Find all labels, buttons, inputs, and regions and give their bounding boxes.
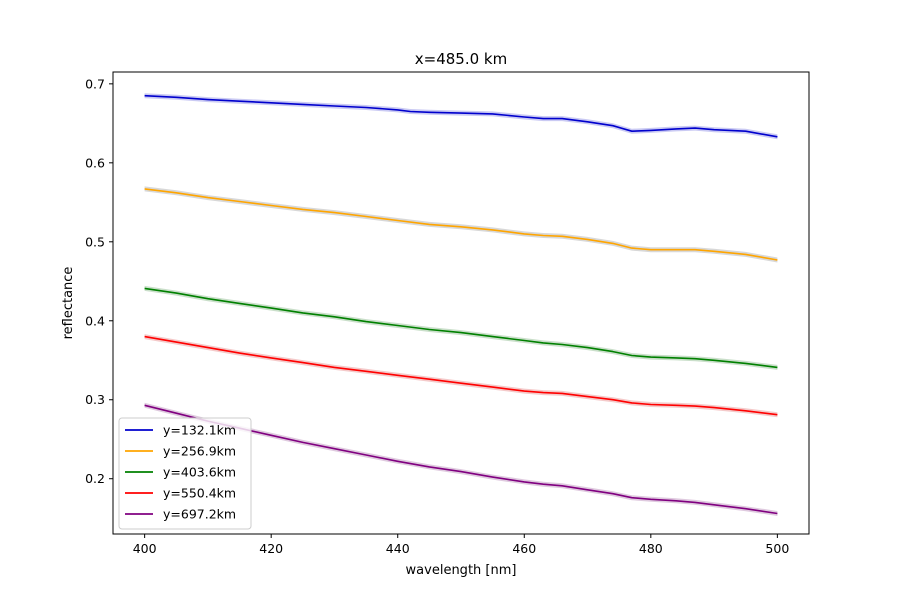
legend-box xyxy=(118,417,252,530)
series-line-1 xyxy=(144,94,778,138)
x-axis-label: wavelength [nm] xyxy=(406,563,517,578)
y-tick-label: 0.3 xyxy=(85,392,105,407)
legend-label-4: y=550.4km xyxy=(163,486,236,501)
x-tick-label: 440 xyxy=(386,541,410,556)
plot-area xyxy=(112,71,810,535)
x-tick-label: 400 xyxy=(133,541,157,556)
x-tick-label: 480 xyxy=(639,541,663,556)
series-band-1 xyxy=(144,93,778,140)
series-line-5 xyxy=(144,404,778,515)
series-line-4 xyxy=(144,335,778,416)
series-lines xyxy=(144,94,778,515)
x-tick-label: 420 xyxy=(259,541,283,556)
y-tick-label: 0.6 xyxy=(85,155,105,170)
plot-frame xyxy=(112,71,810,535)
x-axis: 400 420 440 460 480 500 xyxy=(133,534,789,556)
x-tick-label: 460 xyxy=(512,541,536,556)
y-tick-label: 0.4 xyxy=(85,313,105,328)
series-band-4 xyxy=(144,334,778,418)
series-band-3 xyxy=(144,285,778,370)
series-line-3 xyxy=(144,287,778,369)
legend: y=132.1km y=256.9km y=403.6km y=550.4km y=69… xyxy=(118,417,252,530)
y-tick-label: 0.2 xyxy=(85,471,105,486)
legend-label-1: y=132.1km xyxy=(163,423,236,438)
x-tick-label: 500 xyxy=(765,541,789,556)
y-tick-label: 0.7 xyxy=(85,76,105,91)
series-band-2 xyxy=(144,186,778,263)
y-axis: 0.2 0.3 0.4 0.5 0.6 0.7 xyxy=(85,76,113,486)
chart-title: x=485.0 km xyxy=(415,50,507,68)
legend-label-5: y=697.2km xyxy=(163,507,236,522)
legend-label-3: y=403.6km xyxy=(163,465,236,480)
y-axis-label: reflectance xyxy=(61,267,76,340)
legend-label-2: y=256.9km xyxy=(163,444,236,459)
series-line-2 xyxy=(144,188,778,261)
y-tick-label: 0.5 xyxy=(85,234,105,249)
